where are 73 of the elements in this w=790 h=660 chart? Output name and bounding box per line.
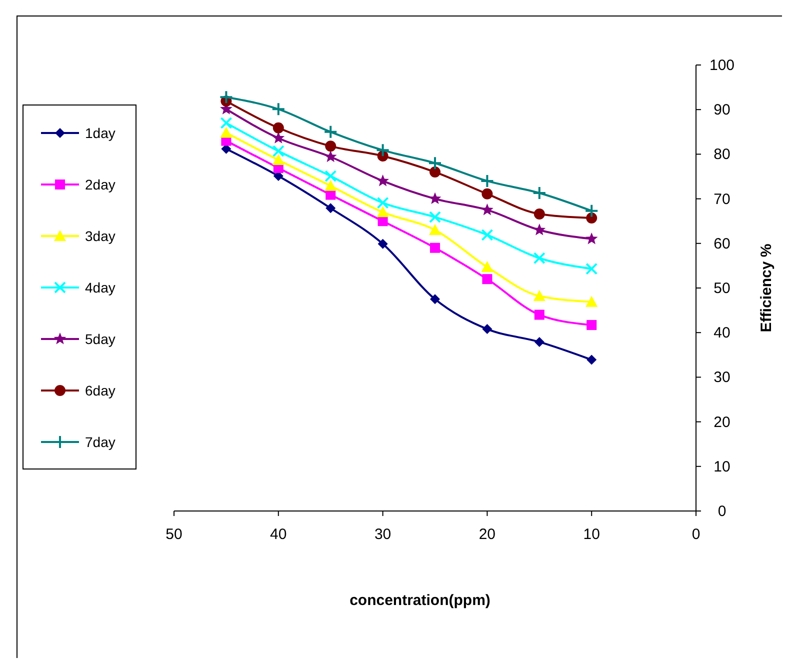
y-tick-label: 80 [714,146,730,164]
point [271,102,286,116]
point [534,310,544,320]
x-tick-label: 30 [374,526,392,543]
point [272,132,285,144]
point [272,122,284,134]
point [481,228,494,241]
point [220,116,232,129]
legend-label: 1day [85,125,116,141]
y-tick-label: 70 [714,190,730,208]
y-tick-label: 20 [714,414,730,431]
point [481,261,494,272]
point [585,232,598,244]
y-tick-label: 0 [718,503,726,520]
point [482,324,492,334]
point [219,90,234,104]
point [533,290,546,302]
point [584,204,599,218]
point [534,208,545,220]
x-tick-label: 10 [583,526,600,543]
point [481,203,494,216]
y-tick-label: 60 [714,235,730,252]
x-tick-label: 20 [478,526,496,543]
legend-label: 4day [85,280,116,296]
point [376,143,390,158]
point [220,126,232,138]
point [534,336,544,347]
point [324,170,337,182]
point [272,154,284,165]
point [378,238,388,249]
point [325,140,336,152]
y-axis-title: Efficiency % [758,244,775,332]
point [533,252,546,264]
y-tick-label: 40 [714,324,730,342]
point [324,150,337,162]
point [378,216,388,226]
point [586,354,597,365]
point [480,174,494,188]
point [482,188,493,200]
point [482,274,492,284]
y-tick-label: 90 [714,102,730,119]
legend-label: 5day [85,331,116,347]
point [326,190,336,200]
y-tick-label: 30 [714,369,730,386]
point [586,212,598,224]
point [326,203,336,214]
y-tick-label: 100 [709,57,735,74]
point [376,174,389,186]
x-tick-label: 50 [166,526,182,543]
x-tick-label: 0 [692,526,700,543]
point [376,196,389,209]
x-tick-label: 40 [270,526,287,543]
point [376,206,389,218]
point [429,224,441,236]
point [586,262,598,275]
point [429,211,441,224]
y-tick-label: 10 [714,458,730,476]
point [586,320,597,330]
x-axis-title: concentration(ppm) [350,592,490,609]
point [324,180,337,191]
point [324,124,338,139]
point [532,186,546,200]
legend-label: 2day [85,176,116,192]
point [272,145,284,158]
y-tick-label: 50 [714,280,730,297]
point [428,156,442,170]
point [586,296,598,307]
legend-label: 6day [85,382,116,398]
point [430,294,440,304]
point [430,242,440,253]
legend-label: 7day [85,434,116,450]
legend-label: 3day [85,228,116,244]
point [430,166,440,178]
